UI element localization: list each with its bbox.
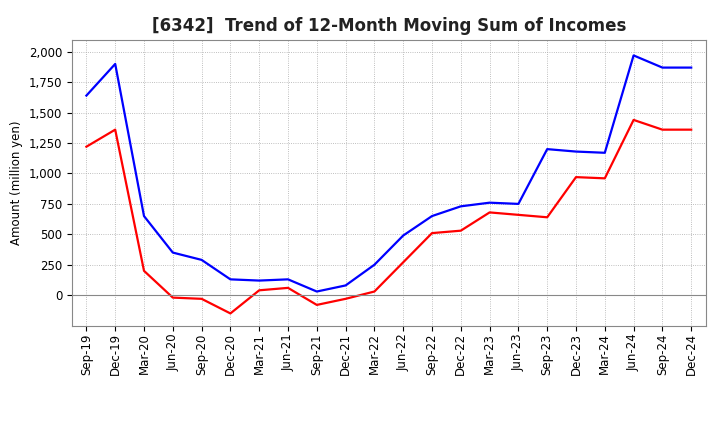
Ordinary Income [572,149,580,154]
Ordinary Income [456,204,465,209]
Net Income [370,289,379,294]
Ordinary Income [197,257,206,263]
Net Income [197,296,206,301]
Net Income [658,127,667,132]
Net Income [82,144,91,149]
Ordinary Income [543,147,552,152]
Ordinary Income [428,213,436,219]
Net Income [543,215,552,220]
Net Income [255,288,264,293]
Line: Net Income: Net Income [86,120,691,313]
Ordinary Income [82,93,91,98]
Ordinary Income [399,233,408,238]
Net Income [600,176,609,181]
Title: [6342]  Trend of 12-Month Moving Sum of Incomes: [6342] Trend of 12-Month Moving Sum of I… [152,17,626,35]
Ordinary Income [341,283,350,288]
Net Income [514,212,523,217]
Net Income [341,296,350,301]
Ordinary Income [600,150,609,155]
Ordinary Income [485,200,494,205]
Ordinary Income [255,278,264,283]
Net Income [168,295,177,300]
Ordinary Income [312,289,321,294]
Net Income [312,302,321,308]
Y-axis label: Amount (million yen): Amount (million yen) [10,121,23,245]
Net Income [399,260,408,265]
Ordinary Income [140,213,148,219]
Net Income [572,175,580,180]
Ordinary Income [111,61,120,66]
Ordinary Income [687,65,696,70]
Net Income [284,285,292,290]
Net Income [111,127,120,132]
Net Income [140,268,148,274]
Ordinary Income [658,65,667,70]
Net Income [428,231,436,236]
Net Income [456,228,465,233]
Ordinary Income [370,262,379,268]
Net Income [629,117,638,123]
Ordinary Income [629,53,638,58]
Ordinary Income [284,277,292,282]
Ordinary Income [226,277,235,282]
Net Income [485,210,494,215]
Ordinary Income [168,250,177,255]
Net Income [226,311,235,316]
Line: Ordinary Income: Ordinary Income [86,55,691,292]
Net Income [687,127,696,132]
Ordinary Income [514,201,523,206]
